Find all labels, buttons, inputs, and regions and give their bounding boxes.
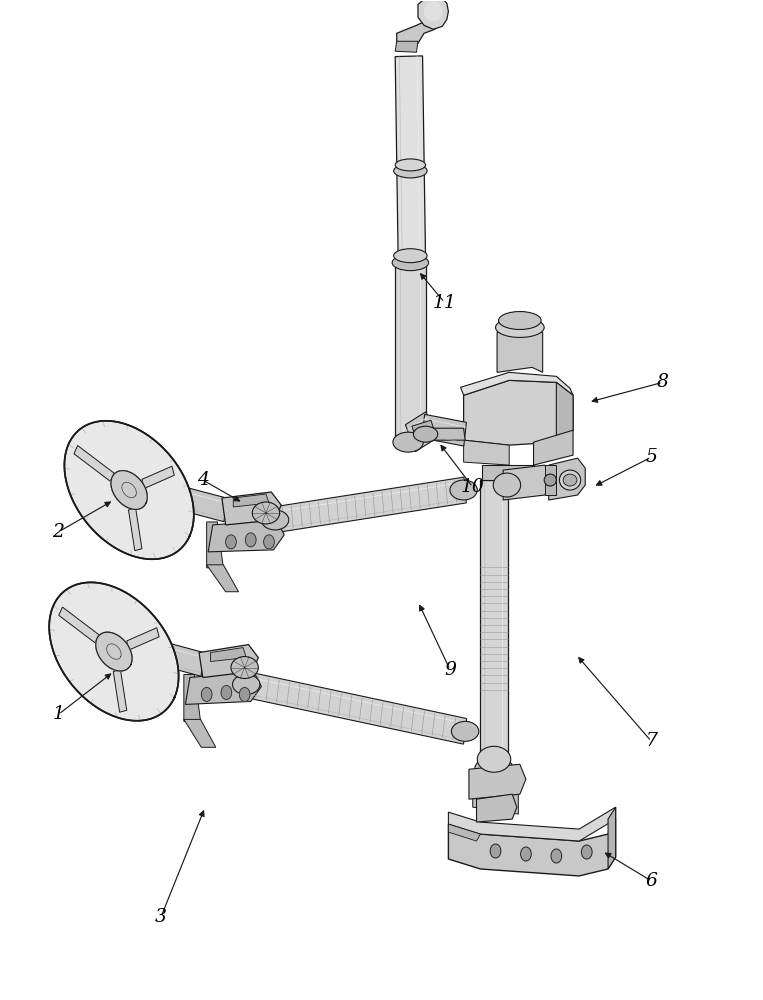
Ellipse shape xyxy=(478,746,510,772)
Polygon shape xyxy=(74,446,114,481)
Ellipse shape xyxy=(495,318,544,337)
Circle shape xyxy=(221,685,232,699)
Text: 11: 11 xyxy=(433,294,456,312)
Text: 2: 2 xyxy=(53,523,64,541)
Ellipse shape xyxy=(233,675,260,694)
Polygon shape xyxy=(233,494,269,507)
Ellipse shape xyxy=(563,474,577,486)
Polygon shape xyxy=(111,471,147,509)
Polygon shape xyxy=(397,19,439,43)
Polygon shape xyxy=(449,819,616,876)
Text: 4: 4 xyxy=(197,471,209,489)
Ellipse shape xyxy=(395,159,426,171)
Polygon shape xyxy=(113,670,127,712)
Circle shape xyxy=(201,687,212,701)
Polygon shape xyxy=(556,382,573,442)
Polygon shape xyxy=(199,645,259,678)
Ellipse shape xyxy=(231,657,259,679)
Text: 3: 3 xyxy=(155,908,167,926)
Polygon shape xyxy=(481,480,507,771)
Text: 9: 9 xyxy=(444,661,456,679)
Ellipse shape xyxy=(394,249,427,263)
Text: 1: 1 xyxy=(53,705,64,723)
Ellipse shape xyxy=(493,473,520,497)
Polygon shape xyxy=(461,372,573,395)
Polygon shape xyxy=(167,483,227,522)
Polygon shape xyxy=(207,565,239,592)
Polygon shape xyxy=(49,582,179,721)
Text: 10: 10 xyxy=(461,478,485,496)
Polygon shape xyxy=(207,522,224,568)
Ellipse shape xyxy=(414,426,438,442)
Circle shape xyxy=(581,845,592,859)
Circle shape xyxy=(240,687,250,701)
Ellipse shape xyxy=(393,432,423,452)
Polygon shape xyxy=(59,607,98,643)
Polygon shape xyxy=(464,380,573,445)
Polygon shape xyxy=(549,458,585,500)
Polygon shape xyxy=(111,471,147,509)
Polygon shape xyxy=(272,477,466,533)
Ellipse shape xyxy=(452,721,479,741)
Polygon shape xyxy=(96,632,132,671)
Polygon shape xyxy=(185,672,262,704)
Text: 5: 5 xyxy=(645,448,657,466)
Ellipse shape xyxy=(423,1,443,21)
Ellipse shape xyxy=(392,255,429,271)
Polygon shape xyxy=(245,672,467,744)
Polygon shape xyxy=(142,466,174,488)
Ellipse shape xyxy=(475,755,513,787)
Text: 7: 7 xyxy=(645,732,657,750)
Polygon shape xyxy=(464,440,509,465)
Ellipse shape xyxy=(394,164,427,178)
Polygon shape xyxy=(418,0,449,29)
Polygon shape xyxy=(473,784,518,814)
Polygon shape xyxy=(477,794,517,822)
Ellipse shape xyxy=(559,470,581,490)
Polygon shape xyxy=(96,632,132,671)
Circle shape xyxy=(264,535,275,549)
Polygon shape xyxy=(405,412,436,452)
Circle shape xyxy=(246,533,256,547)
Polygon shape xyxy=(184,675,201,721)
Polygon shape xyxy=(449,807,616,841)
Polygon shape xyxy=(64,421,194,559)
Polygon shape xyxy=(127,628,159,650)
Polygon shape xyxy=(497,327,542,372)
Circle shape xyxy=(520,847,531,861)
Polygon shape xyxy=(482,465,533,480)
Polygon shape xyxy=(545,465,556,495)
Ellipse shape xyxy=(253,502,279,524)
Text: 6: 6 xyxy=(645,872,657,890)
Polygon shape xyxy=(395,56,426,263)
Polygon shape xyxy=(469,764,526,799)
Ellipse shape xyxy=(498,312,541,329)
Ellipse shape xyxy=(450,480,478,500)
Text: 8: 8 xyxy=(657,373,668,391)
Polygon shape xyxy=(608,807,616,869)
Polygon shape xyxy=(395,41,418,52)
Circle shape xyxy=(226,535,237,549)
Polygon shape xyxy=(208,520,284,552)
Polygon shape xyxy=(395,263,426,438)
Ellipse shape xyxy=(544,474,556,486)
Polygon shape xyxy=(533,430,573,465)
Polygon shape xyxy=(426,428,465,440)
Polygon shape xyxy=(503,465,550,500)
Polygon shape xyxy=(128,508,142,551)
Ellipse shape xyxy=(262,510,288,530)
Circle shape xyxy=(551,849,562,863)
Circle shape xyxy=(490,844,501,858)
Polygon shape xyxy=(146,638,204,676)
Polygon shape xyxy=(211,648,246,662)
Polygon shape xyxy=(412,420,435,437)
Polygon shape xyxy=(449,824,481,841)
Polygon shape xyxy=(222,492,281,525)
Polygon shape xyxy=(422,414,466,446)
Polygon shape xyxy=(184,719,216,747)
